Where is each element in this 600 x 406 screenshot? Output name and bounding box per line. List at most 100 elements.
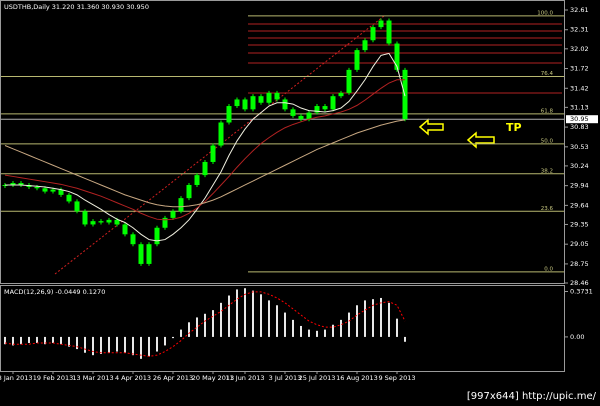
candle — [50, 189, 56, 192]
macd-bar — [324, 329, 326, 337]
macd-bar — [364, 300, 366, 337]
macd-bar — [92, 336, 94, 356]
macd-bar — [268, 300, 270, 337]
macd-bar — [396, 318, 398, 337]
candle — [130, 234, 136, 245]
macd-bar — [348, 312, 350, 337]
macd-bar — [12, 336, 14, 346]
macd-bar — [52, 336, 54, 343]
candle — [114, 219, 120, 225]
y-tick-label: 29.94 — [570, 182, 589, 190]
y-tick-label: 30.53 — [570, 143, 589, 151]
x-tick-label: 16 Aug 2013 — [336, 374, 378, 382]
macd-bar — [380, 297, 382, 337]
candle — [282, 99, 288, 110]
y-tick-label: 29.35 — [570, 220, 589, 228]
x-tick-label: 4 Apr 2013 — [115, 374, 151, 382]
arrow — [466, 131, 495, 149]
macd-bar — [300, 325, 302, 337]
macd-bar — [116, 336, 118, 352]
macd-bar — [196, 317, 198, 337]
macd-bar — [252, 290, 254, 337]
y-tick-label: 28.46 — [570, 279, 589, 287]
candle — [82, 211, 88, 225]
candle — [394, 43, 400, 70]
candle — [210, 145, 216, 162]
y-tick-label: 32.02 — [570, 45, 589, 53]
x-tick-label: 25 Jul 2013 — [299, 374, 336, 382]
macd-bar — [4, 336, 6, 345]
candle — [330, 96, 336, 110]
macd-bar — [220, 302, 222, 337]
macd-bar — [60, 336, 62, 345]
candle — [306, 112, 312, 120]
candle — [298, 115, 304, 120]
macd-bar — [84, 336, 86, 353]
macd-bar — [372, 299, 374, 337]
line-series — [4, 119, 406, 208]
macd-bar — [68, 336, 70, 347]
macd-bar — [164, 336, 166, 346]
y-tick-label: 30.24 — [570, 162, 589, 170]
candle — [42, 188, 48, 192]
footer: [997x644] http://upic.me/ — [467, 391, 597, 402]
macd-bar — [20, 336, 22, 345]
fib-label: 23.6 — [541, 206, 554, 212]
x-tick-label: 19 Feb 2013 — [33, 374, 73, 382]
candle — [162, 217, 168, 228]
fib-label: 76.4 — [541, 71, 554, 77]
y-tick-label: 31.13 — [570, 103, 589, 111]
price-panel-frame — [0, 0, 565, 284]
candle — [274, 92, 280, 100]
macd-bar — [292, 319, 294, 337]
candle — [258, 96, 264, 103]
macd-bar — [228, 295, 230, 337]
y-tick-label: 32.61 — [570, 6, 589, 14]
fib-label: 38.2 — [541, 168, 553, 174]
candle — [146, 244, 152, 264]
line-series — [4, 291, 406, 357]
candle — [346, 69, 352, 93]
current-price-box — [566, 115, 598, 124]
candle — [18, 183, 24, 185]
fib-label: 50.0 — [541, 138, 554, 144]
x-tick-label: 20 May 2013 — [192, 374, 234, 382]
price-title: USDTHB,Daily 31.220 31.360 30.930 30.950 — [4, 3, 149, 11]
candle — [66, 194, 72, 202]
candle — [362, 40, 368, 51]
candle — [194, 175, 200, 185]
candle — [58, 189, 64, 195]
fib-label: 100.0 — [537, 10, 553, 16]
y-tick-label: 30.83 — [570, 123, 589, 131]
macd-bar — [260, 294, 262, 337]
macd-bar — [108, 336, 110, 353]
candle — [290, 109, 296, 116]
tp-annotation: TP — [506, 121, 522, 134]
candle — [314, 106, 320, 113]
macd-bar — [204, 313, 206, 337]
fib-label: 0.0 — [544, 266, 553, 272]
candle — [378, 20, 384, 28]
macd-bar — [316, 330, 318, 337]
candle — [234, 99, 240, 107]
candle — [322, 106, 328, 110]
y-tick-label: 29.05 — [570, 240, 589, 248]
candle — [338, 92, 344, 97]
candle — [122, 224, 128, 235]
candle — [266, 92, 272, 103]
fib-extension-lines — [248, 23, 562, 94]
y-tick-label: 32.31 — [570, 26, 589, 34]
macd-bar — [340, 319, 342, 337]
candle — [226, 106, 232, 123]
macd-bar — [100, 336, 102, 354]
y-tick-label: 28.75 — [570, 260, 589, 268]
macd-bar — [148, 336, 150, 357]
candle — [386, 20, 392, 44]
macd-bar — [284, 312, 286, 337]
candle — [74, 201, 80, 212]
candle — [186, 184, 192, 199]
candle — [90, 221, 96, 225]
macd-bar — [388, 302, 390, 337]
macd-bar — [124, 336, 126, 353]
macd-bar — [276, 305, 278, 337]
